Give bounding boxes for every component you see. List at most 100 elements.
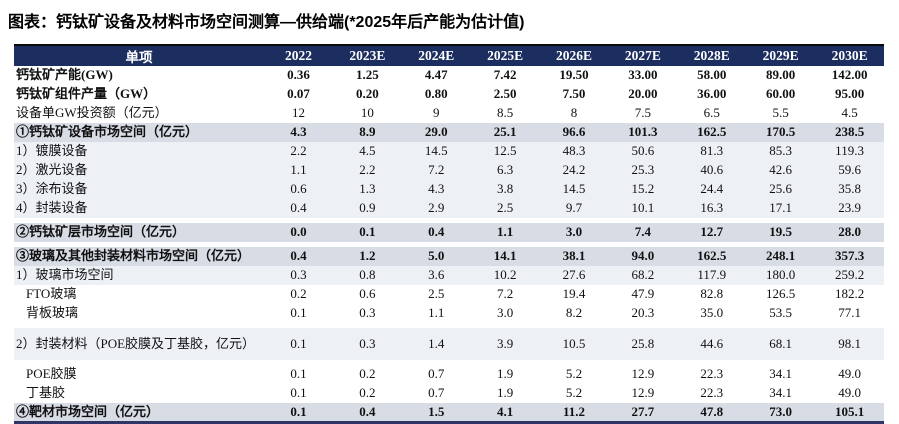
- value-cell: 73.0: [769, 403, 793, 419]
- value-cell: 98.1: [838, 335, 861, 351]
- row-label: 4）封装设备: [16, 200, 88, 216]
- table-row: 丁基胶 0.1 0.2 0.7 1.9 5.2 12.9 22.3 34.1 49.0: [14, 384, 884, 403]
- value-cell: 2.2: [359, 162, 376, 178]
- value-cell: 7.2: [496, 286, 514, 302]
- table-row: 2）激光设备 1.1 2.2 7.2 6.3 24.2 25.3 40.6 42.6 59.6: [14, 161, 885, 180]
- table-row: 钙钛矿组件产量（GW） 0.07 0.20 0.80 2.50 7.50 20.00 36.0…: [14, 85, 884, 104]
- value-cell: 4.3: [290, 124, 307, 140]
- value-cell: 1.4: [428, 335, 445, 351]
- table-header-row: 单项 2022 2023E 2024E 2025E 2026E 2027E 2028E 2029…: [14, 45, 885, 66]
- value-cell: 0.6: [290, 181, 307, 197]
- value-cell: 38.1: [562, 248, 586, 264]
- value-cell: 2.5: [496, 200, 514, 216]
- value-cell: 1.1: [496, 224, 514, 240]
- value-cell: 47.8: [700, 403, 724, 419]
- value-cell: 35.0: [700, 305, 724, 321]
- value-cell: 27.6: [562, 267, 586, 283]
- value-cell: 33.00: [628, 67, 658, 83]
- figure-title: 图表：钙钛矿设备及材料市场空间测算—供给端(*2025年后产能为估计值): [8, 14, 525, 31]
- value-cell: 3.0: [496, 305, 514, 321]
- value-cell: 24.2: [562, 162, 586, 178]
- value-cell: 5.5: [772, 105, 789, 121]
- table-row: ③玻璃及其他封装材料市场空间（亿元） 0.4 1.2 5.0 14.1 38.1 94.0 1…: [14, 247, 885, 266]
- value-cell: 25.3: [631, 162, 655, 178]
- value-cell: 14.5: [424, 143, 448, 159]
- row-label: FTO玻璃: [26, 286, 77, 302]
- row-spacer-cell: [14, 323, 885, 328]
- value-cell: 36.00: [697, 86, 727, 102]
- value-cell: 95.00: [834, 86, 865, 102]
- value-cell: 0.2: [290, 286, 307, 302]
- value-cell: 12: [291, 105, 305, 121]
- value-cell: 15.2: [631, 181, 655, 197]
- value-cell: 10.5: [562, 335, 586, 351]
- row-label: 2）激光设备: [16, 162, 88, 178]
- value-cell: 1.5: [428, 403, 445, 419]
- value-cell: 50.6: [631, 143, 655, 159]
- value-cell: 5.0: [428, 248, 445, 264]
- value-cell: 3.6: [428, 267, 445, 283]
- value-cell: 238.5: [834, 124, 865, 140]
- table-row: 钙钛矿产能(GW) 0.36 1.25 4.47 7.42 19.50 33.00 58.00…: [14, 66, 884, 85]
- value-cell: 1.1: [290, 162, 307, 178]
- value-cell: 24.4: [700, 181, 724, 197]
- value-cell: 3.9: [496, 335, 514, 351]
- row-label: POE胶膜: [26, 366, 77, 382]
- value-cell: 28.0: [838, 224, 861, 240]
- value-cell: 4.5: [841, 105, 858, 121]
- value-cell: 58.00: [697, 67, 727, 83]
- value-cell: 94.0: [631, 248, 655, 264]
- table-row: 2）封装材料（POE胶膜及丁基胶，亿元） 0.1 0.3 1.4 3.9 10.5 25.8…: [14, 328, 885, 360]
- value-cell: 0.1: [290, 366, 307, 382]
- value-cell: 85.3: [769, 143, 793, 159]
- value-cell: 19.50: [559, 67, 589, 83]
- value-cell: 7.2: [428, 162, 445, 178]
- row-label: ④靶材市场空间（亿元）: [16, 403, 160, 419]
- value-cell: 25.6: [769, 181, 793, 197]
- value-cell: 1.2: [359, 248, 376, 264]
- value-cell: 40.6: [700, 162, 724, 178]
- column-header-year: 2026E: [556, 48, 593, 63]
- row-spacer-cell: [14, 242, 885, 247]
- value-cell: 2.50: [493, 86, 517, 102]
- row-spacer: [14, 242, 885, 247]
- value-cell: 0.4: [290, 248, 307, 264]
- value-cell: 117.9: [697, 267, 727, 283]
- value-cell: 27.7: [631, 403, 655, 419]
- row-label: ①钙钛矿设备市场空间（亿元）: [16, 124, 199, 140]
- table-row: 4）封装设备 0.4 0.9 2.9 2.5 9.7 10.1 16.3 17.1 23.9: [14, 199, 885, 218]
- value-cell: 259.2: [834, 267, 865, 283]
- value-cell: 162.5: [697, 124, 727, 140]
- value-cell: 25.1: [493, 124, 517, 140]
- row-label: 3）涂布设备: [16, 181, 88, 197]
- value-cell: 81.3: [700, 143, 724, 159]
- value-cell: 0.4: [359, 403, 376, 419]
- column-header-year: 2029E: [762, 48, 799, 63]
- value-cell: 0.4: [290, 200, 307, 216]
- value-cell: 0.20: [355, 86, 379, 102]
- table-row: 背板玻璃 0.1 0.3 1.1 3.0 8.2 20.3 35.0 53.5 77.1: [14, 304, 884, 323]
- value-cell: 96.6: [562, 124, 586, 140]
- table-row: 1）镀膜设备 2.2 4.5 14.5 12.5 48.3 50.6 81.3 85.3 119.…: [14, 142, 885, 161]
- value-cell: 180.0: [766, 267, 796, 283]
- value-cell: 89.00: [766, 67, 796, 83]
- value-cell: 0.3: [359, 305, 376, 321]
- value-cell: 48.3: [562, 143, 586, 159]
- value-cell: 0.7: [428, 366, 445, 382]
- value-cell: 68.2: [631, 267, 655, 283]
- value-cell: 0.8: [359, 267, 376, 283]
- row-spacer: [14, 218, 885, 223]
- value-cell: 7.50: [562, 86, 586, 102]
- value-cell: 357.3: [834, 248, 865, 264]
- value-cell: 9.7: [565, 200, 583, 216]
- value-cell: 2.5: [428, 286, 445, 302]
- value-cell: 0.3: [290, 267, 307, 283]
- value-cell: 8.5: [496, 105, 514, 121]
- value-cell: 0.80: [424, 86, 448, 102]
- value-cell: 0.0: [290, 224, 307, 240]
- value-cell: 0.9: [359, 200, 376, 216]
- row-label: 丁基胶: [26, 385, 66, 401]
- column-header-year: 2028E: [693, 48, 730, 63]
- value-cell: 170.5: [766, 124, 796, 140]
- value-cell: 22.3: [700, 366, 724, 382]
